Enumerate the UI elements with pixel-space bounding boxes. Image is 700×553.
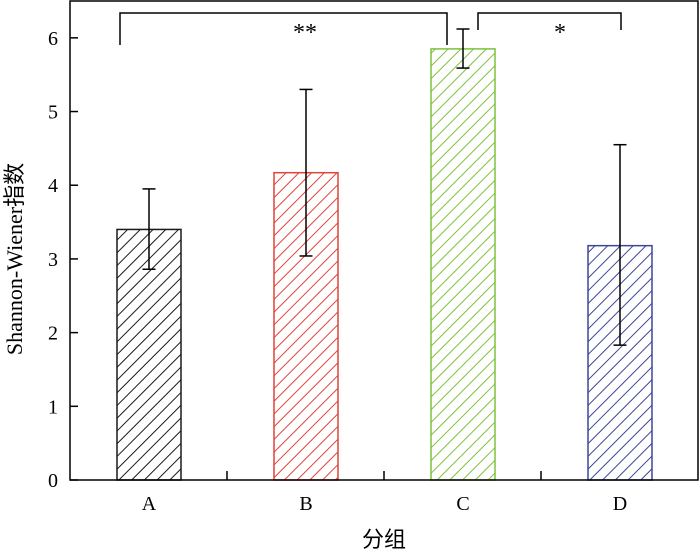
y-tick-label: 2	[48, 323, 58, 345]
significance-label: **	[293, 20, 317, 46]
bars-group	[116, 48, 653, 481]
error-bar-B	[299, 88, 313, 257]
x-axis: A B C D	[142, 471, 627, 515]
significance-bracket: *	[477, 12, 622, 46]
y-tick-label: 4	[48, 175, 58, 197]
error-bar-D	[613, 143, 627, 346]
y-tick-label: 1	[48, 396, 58, 418]
x-tick-label: A	[142, 493, 157, 515]
error-bars-group	[142, 28, 627, 346]
x-tick-label: D	[613, 493, 627, 515]
bar-C	[430, 48, 496, 481]
y-axis-title: Shannon-Wiener指数	[2, 163, 27, 355]
y-tick-label: 3	[48, 249, 58, 271]
error-bar-A	[142, 188, 156, 270]
x-axis-title: 分组	[362, 527, 406, 552]
x-tick-label: B	[299, 493, 312, 515]
y-tick-label: 5	[48, 102, 58, 124]
y-tick-label: 0	[48, 470, 58, 492]
y-tick-label: 6	[48, 28, 58, 50]
x-tick-label: C	[456, 493, 469, 515]
bar-A	[116, 228, 182, 481]
significance-label: *	[554, 20, 566, 46]
error-bar-C	[456, 28, 470, 69]
significance-group: ** *	[119, 12, 622, 46]
y-axis: 0 1 2 3 4 5 6	[48, 28, 78, 492]
significance-bracket: **	[119, 12, 448, 46]
